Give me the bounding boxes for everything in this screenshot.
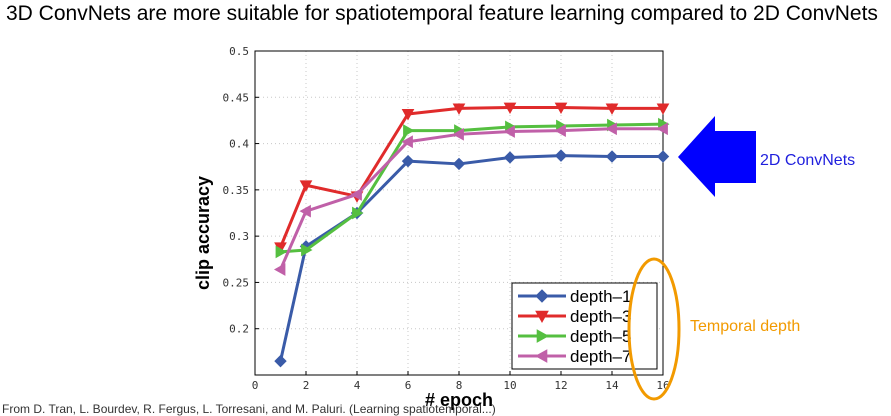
y-tick-label: 0.2 (229, 323, 249, 336)
data-point (656, 122, 668, 136)
data-point (401, 154, 415, 168)
x-axis-label: # epoch (425, 390, 493, 410)
legend-entry: depth–1 (570, 287, 631, 306)
data-point (503, 102, 517, 114)
x-tick-label: 10 (503, 379, 516, 392)
2d-convnets-label: 2D ConvNets (760, 152, 856, 169)
data-point (605, 122, 617, 136)
data-point (275, 245, 288, 259)
legend-entry: depth–5 (570, 327, 631, 346)
data-point (452, 157, 466, 171)
data-point (554, 124, 566, 137)
data-point (452, 127, 464, 141)
data-point (352, 206, 364, 220)
y-tick-label: 0.3 (229, 230, 249, 243)
data-point (554, 149, 568, 162)
x-tick-label: 2 (303, 379, 310, 392)
x-tick-label: 14 (605, 379, 619, 392)
y-tick-label: 0.4 (229, 138, 249, 151)
y-axis-label: clip accuracy (193, 176, 213, 290)
y-tick-label: 0.25 (223, 276, 250, 289)
y-tick-label: 0.45 (223, 91, 250, 104)
x-tick-label: 0 (252, 379, 259, 392)
data-point (503, 125, 515, 138)
series-line-4 (279, 127, 663, 271)
data-point (554, 102, 568, 114)
y-tick-label: 0.5 (229, 45, 249, 58)
slide-title: 3D ConvNets are more suitable for spatio… (6, 2, 878, 25)
citation-footer: From D. Tran, L. Bourdev, R. Fergus, L. … (2, 402, 496, 416)
data-point (656, 103, 670, 115)
data-point (605, 150, 619, 163)
data-point (273, 263, 286, 276)
x-tick-label: 4 (354, 379, 361, 392)
legend-entry: depth–7 (570, 347, 631, 366)
data-point (299, 180, 313, 192)
legend-marker (535, 289, 549, 303)
data-point (401, 135, 413, 149)
data-point (656, 150, 670, 163)
data-point (452, 103, 466, 115)
data-point (401, 109, 415, 121)
data-point (274, 354, 287, 368)
y-tick-label: 0.35 (223, 184, 250, 197)
data-point (605, 103, 619, 115)
x-tick-label: 8 (456, 379, 463, 392)
x-tick-label: 12 (554, 379, 567, 392)
data-point (299, 204, 311, 218)
legend-entry: depth–3 (570, 307, 631, 326)
data-point (503, 151, 517, 164)
data-point (301, 243, 313, 257)
temporal-depth-ellipse (627, 257, 681, 401)
temporal-depth-label: Temporal depth (690, 318, 801, 335)
legend-marker (534, 349, 548, 363)
data-point (403, 124, 415, 137)
2d-convnets-arrow-icon (678, 116, 756, 197)
legend-marker (535, 310, 549, 324)
x-tick-label: 6 (405, 379, 412, 392)
legend-marker (536, 329, 550, 343)
data-point (350, 188, 362, 201)
